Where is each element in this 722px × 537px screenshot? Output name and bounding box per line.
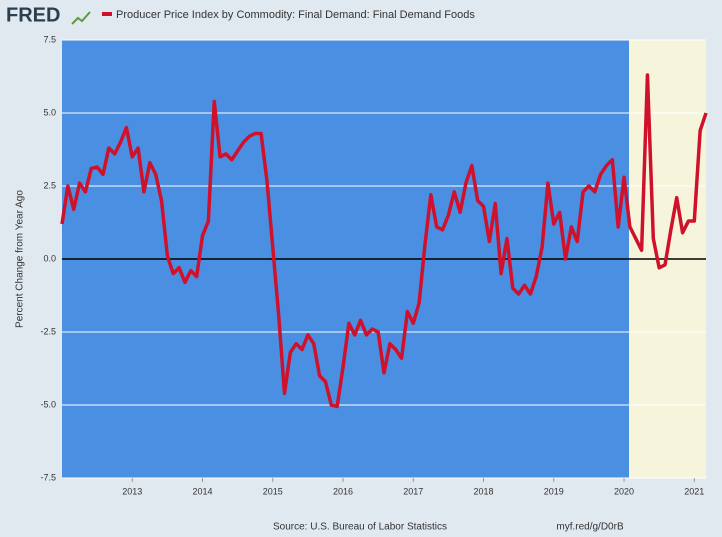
- y-tick-label: 2.5: [43, 180, 56, 190]
- x-tick-label: 2018: [474, 486, 494, 496]
- y-tick-label: -7.5: [40, 472, 56, 482]
- y-tick-label: 5.0: [43, 107, 56, 117]
- x-tick-label: 2014: [192, 486, 212, 496]
- y-tick-label: 0.0: [43, 253, 56, 263]
- x-tick-label: 2013: [122, 486, 142, 496]
- x-tick-label: 2021: [684, 486, 704, 496]
- logo-icon: [71, 11, 91, 25]
- legend-swatch: [102, 12, 112, 16]
- x-tick-label: 2017: [403, 486, 423, 496]
- x-tick-label: 2020: [614, 486, 634, 496]
- y-tick-label: -2.5: [40, 326, 56, 336]
- link[interactable]: myf.red/g/D0rB: [556, 522, 624, 533]
- y-axis-label: Percent Change from Year Ago: [15, 190, 26, 328]
- data-line: [60, 73, 708, 409]
- y-tick-label: 7.5: [43, 34, 56, 44]
- x-tick-label: 2015: [263, 486, 283, 496]
- logo: FRED: [6, 4, 60, 26]
- x-tick-label: 2016: [333, 486, 353, 496]
- y-tick-label: -5.0: [40, 399, 56, 409]
- x-tick-label: 2019: [544, 486, 564, 496]
- source: Source: U.S. Bureau of Labor Statistics: [273, 522, 447, 533]
- legend-label: Producer Price Index by Commodity: Final…: [116, 9, 475, 21]
